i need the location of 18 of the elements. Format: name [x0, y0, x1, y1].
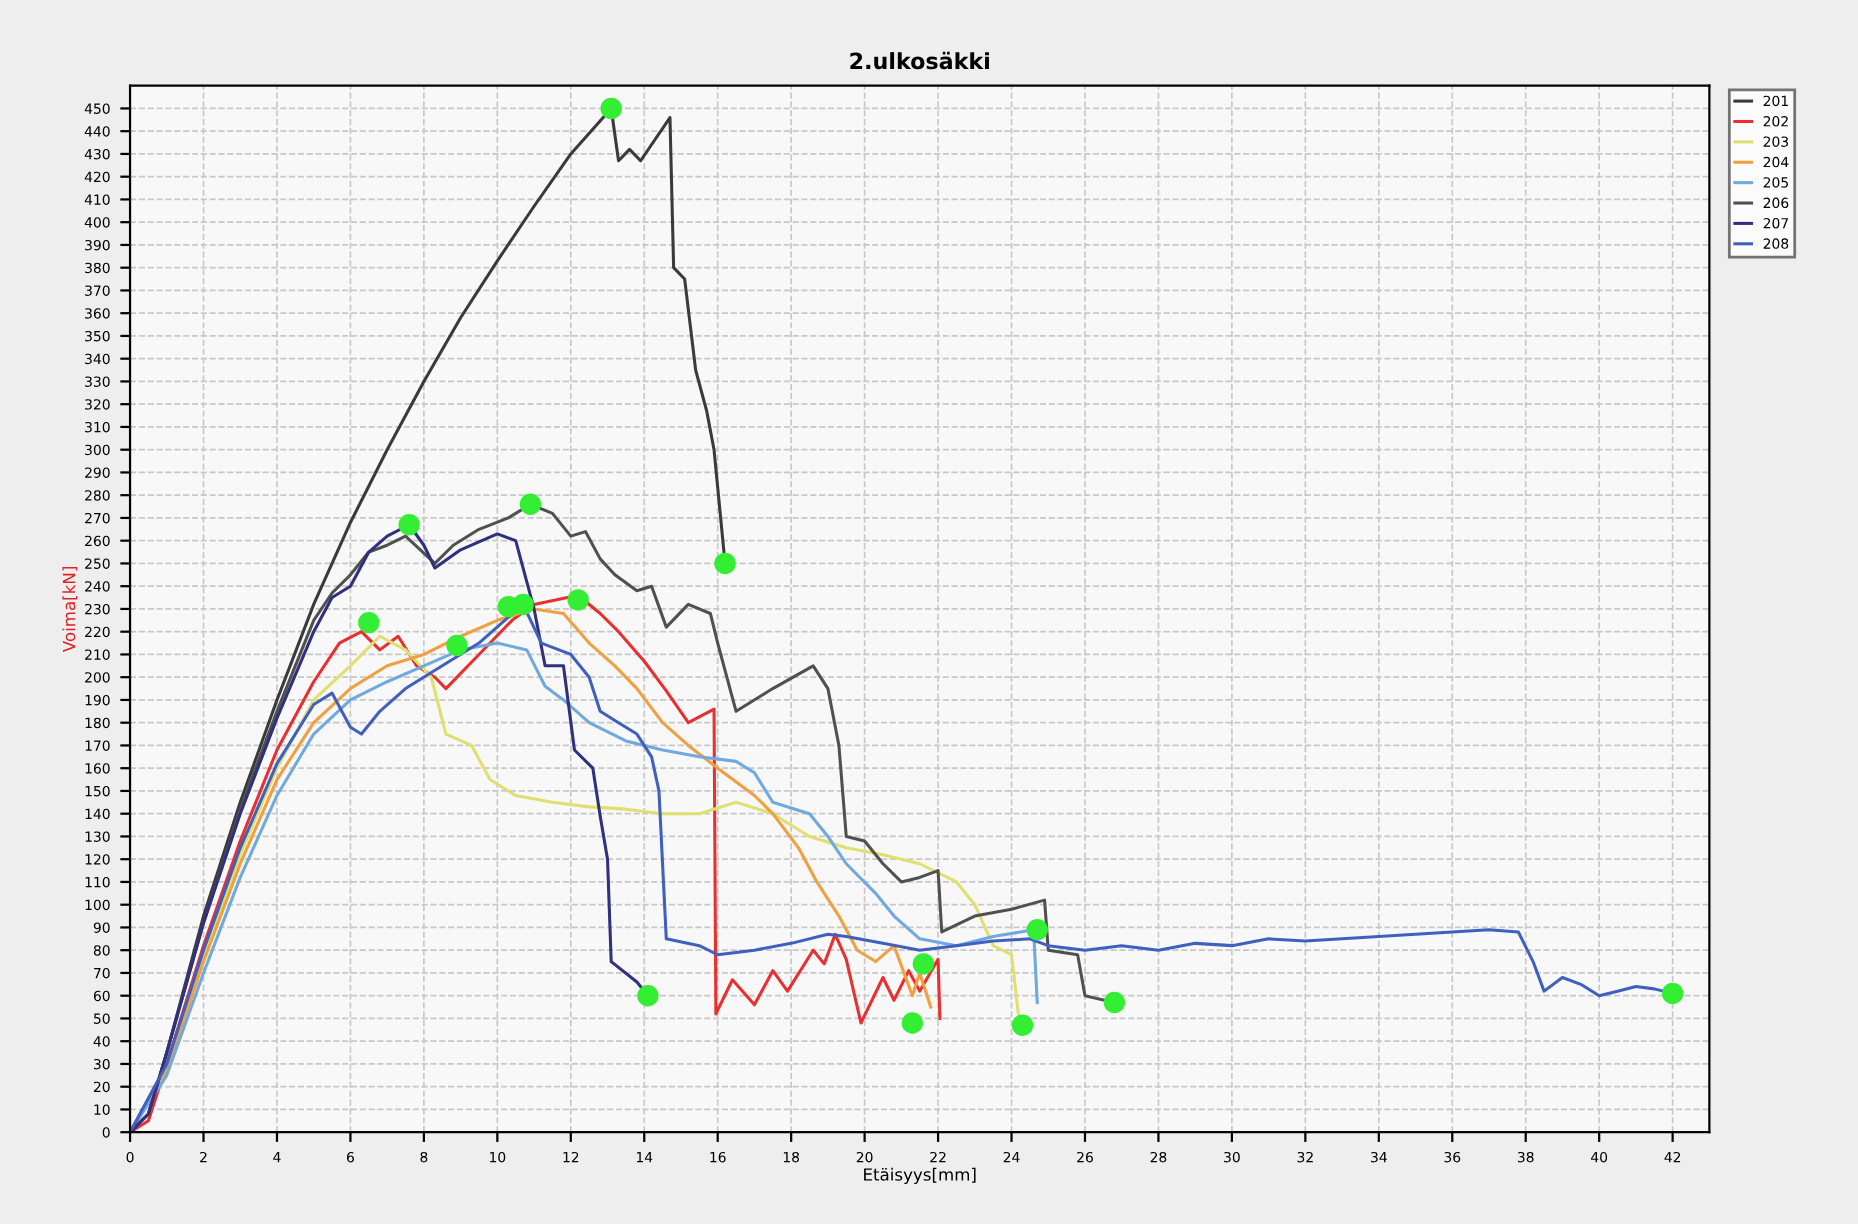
point — [901, 1012, 924, 1034]
point — [912, 953, 935, 975]
point — [567, 589, 589, 611]
point — [637, 984, 659, 1007]
chart-title: 2.ulkosäkki — [850, 51, 989, 70]
x-axis-title: Etäisyys[mm] — [864, 1167, 976, 1184]
point — [1026, 919, 1048, 941]
point — [1103, 991, 1126, 1014]
y-axis-title: Voima[kN] — [62, 567, 78, 653]
point — [358, 611, 380, 634]
point — [519, 493, 542, 515]
point — [446, 634, 468, 657]
point — [398, 514, 420, 536]
point — [1011, 1014, 1034, 1036]
point — [600, 97, 622, 120]
point — [512, 593, 534, 616]
point — [714, 552, 736, 575]
point — [1661, 982, 1684, 1005]
